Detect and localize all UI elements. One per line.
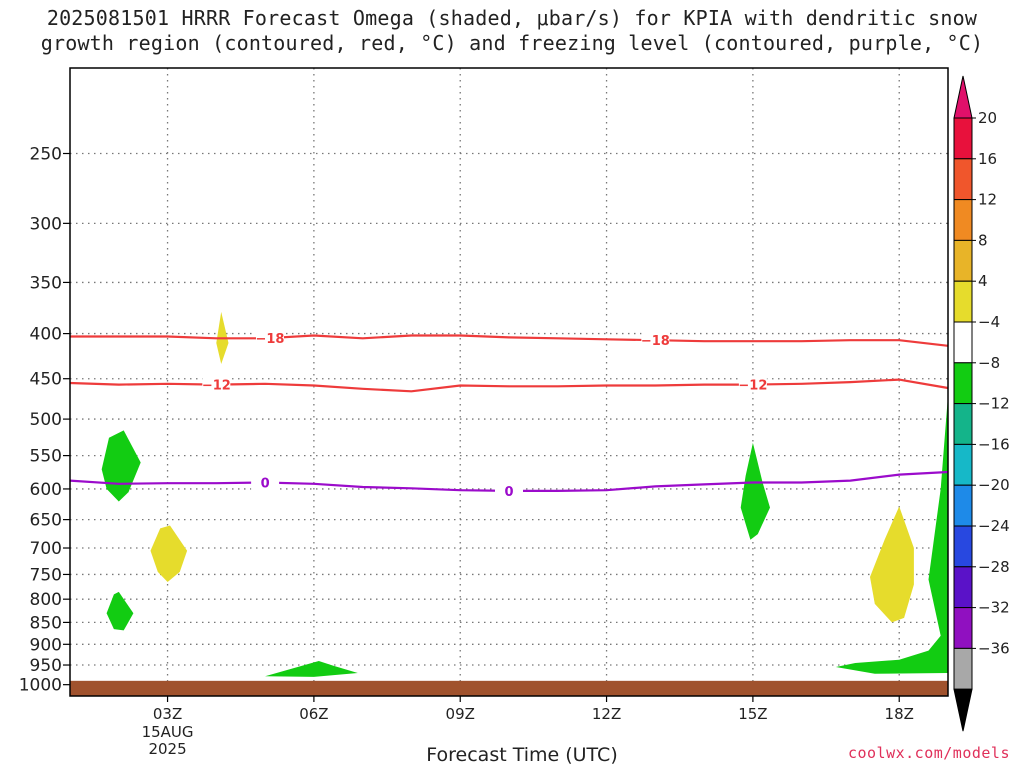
- y-tick-label: 650: [30, 511, 62, 531]
- contour-label-bg: [641, 332, 670, 349]
- colorbar-swatch: [953, 566, 973, 609]
- colorbar-label: −28: [978, 558, 1010, 576]
- colorbar: 20 16 12 8 4 −4 −8 −12 −16 −20 −24 −28 −32 −36: [953, 75, 1010, 732]
- contour-line: [70, 334, 949, 347]
- y-tick-label: 550: [30, 447, 62, 467]
- colorbar-label: −8: [978, 354, 1000, 372]
- contour-label-bg: [255, 330, 284, 347]
- colorbar-swatch: [953, 199, 973, 241]
- colorbar-label: −4: [978, 313, 1000, 331]
- colorbar-swatch: [953, 647, 973, 690]
- x-tick-label: 06Z: [299, 705, 328, 723]
- colorbar-swatch: [953, 239, 973, 282]
- contour-label: −18: [641, 334, 670, 349]
- colorbar-label: −32: [978, 599, 1010, 617]
- contour-label: 0: [261, 477, 270, 492]
- colorbar-label: −24: [978, 517, 1010, 535]
- colorbar-label: 20: [978, 109, 997, 127]
- plot-frame: [69, 67, 949, 697]
- y-tick-label: 800: [30, 590, 62, 610]
- colorbar-label: 16: [978, 150, 997, 168]
- colorbar-label: 12: [978, 191, 997, 209]
- y-tick-label: 1000: [19, 676, 62, 696]
- contour-label-bg: [202, 376, 231, 393]
- omega-region: [150, 525, 188, 582]
- contour-label: −18: [255, 332, 284, 347]
- colorbar-swatch: [953, 525, 973, 568]
- colorbar-swatch: [953, 403, 973, 445]
- credit-link[interactable]: coolwx.com/models: [847, 744, 1010, 762]
- x-tick-sublabel: 2025: [148, 740, 186, 758]
- contour-label: −12: [202, 379, 231, 394]
- y-tick-label: 350: [30, 273, 62, 293]
- omega-region: [106, 591, 134, 631]
- y-tick-label: 750: [30, 565, 62, 585]
- y-tick-label: 500: [30, 410, 62, 430]
- colorbar-label: −20: [978, 476, 1010, 494]
- y-tick-label: 950: [30, 656, 62, 676]
- chart-title-line-1: 2025081501 HRRR Forecast Omega (shaded, …: [46, 6, 978, 30]
- y-tick-label: 250: [30, 144, 62, 164]
- colorbar-top-arrow: [953, 75, 973, 119]
- y-tick-label: 850: [30, 613, 62, 633]
- x-tick-label: 15Z: [738, 705, 767, 723]
- colorbar-swatch: [953, 362, 973, 405]
- colorbar-label: 4: [978, 272, 988, 290]
- omega-region: [265, 661, 358, 677]
- contour-label: 0: [504, 485, 513, 500]
- x-tick-label: 18Z: [885, 705, 914, 723]
- contour-label-bg: [738, 376, 767, 393]
- colorbar-bottom-arrow: [953, 688, 973, 732]
- contour-label-bg: [495, 482, 523, 499]
- colorbar-swatch: [953, 607, 973, 649]
- colorbar-label: −36: [978, 639, 1010, 657]
- x-tick-sublabel: 15AUG: [142, 723, 194, 741]
- colorbar-swatch: [953, 443, 973, 486]
- x-tick-label: 03Z: [153, 705, 182, 723]
- y-tick-label: 400: [30, 325, 62, 345]
- y-tick-label: 700: [30, 539, 62, 559]
- y-tick-label: 600: [30, 480, 62, 500]
- colorbar-swatch: [953, 484, 973, 527]
- omega-region: [740, 442, 770, 540]
- contour-lines: −18 −18 −12 −12 0 0: [69, 330, 949, 500]
- y-tick-label: 900: [30, 635, 62, 655]
- colorbar-swatch: [953, 321, 973, 364]
- x-axis-label: Forecast Time (UTC): [426, 744, 618, 766]
- y-axis: 2503003504004505005506006507007508008509…: [19, 144, 70, 696]
- x-tick-label: 09Z: [446, 705, 475, 723]
- colorbar-swatch: [953, 117, 973, 160]
- chart-title-line-2: growth region (contoured, red, °C) and f…: [40, 31, 984, 55]
- grid-lines: [70, 68, 948, 696]
- colorbar-label: −12: [978, 395, 1010, 413]
- omega-region: [835, 395, 948, 674]
- y-tick-label: 450: [30, 370, 62, 390]
- y-tick-label: 300: [30, 214, 62, 234]
- ground-fill: [70, 680, 948, 696]
- colorbar-label: −16: [978, 435, 1010, 453]
- x-tick-label: 12Z: [592, 705, 621, 723]
- omega-region: [870, 506, 914, 623]
- colorbar-swatch: [953, 280, 973, 323]
- contour-label: −12: [738, 379, 767, 394]
- chart-title: 2025081501 HRRR Forecast Omega (shaded, …: [0, 6, 1024, 56]
- colorbar-label: 8: [978, 231, 988, 249]
- colorbar-swatch: [953, 158, 973, 201]
- contour-label-bg: [251, 474, 280, 491]
